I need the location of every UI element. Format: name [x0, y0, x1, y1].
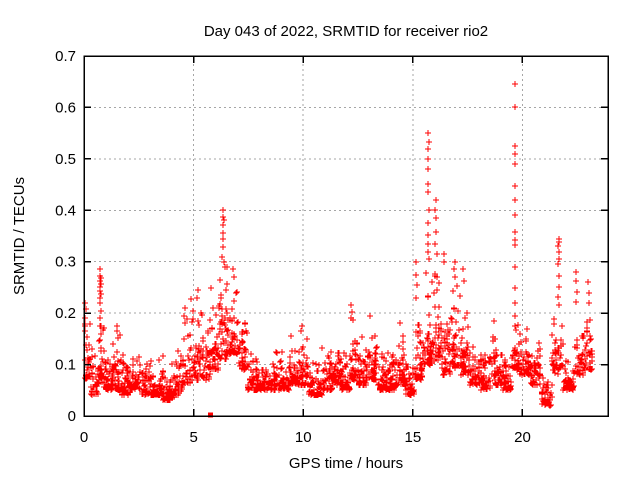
y-tick-label: 0.1 — [55, 357, 76, 374]
y-axis-label: SRMTID / TECUs — [11, 177, 28, 295]
y-tick-label: 0.4 — [55, 202, 76, 219]
tick-labels: 0 5 10 15 20 0 0.1 0.2 0.3 0.4 0.5 0.6 0.7 — [55, 48, 531, 446]
x-tick-label: 0 — [80, 429, 88, 446]
plot-border — [83, 55, 609, 417]
y-tick-label: 0.5 — [55, 151, 76, 168]
y-tick-label: 0 — [68, 408, 76, 425]
x-axis-label: GPS time / hours — [289, 455, 403, 472]
chart-title: Day 043 of 2022, SRMTID for receiver rio… — [204, 23, 488, 40]
x-tick-label: 15 — [405, 429, 422, 446]
outlier-square-marker — [208, 412, 214, 418]
x-tick-label: 5 — [189, 429, 197, 446]
y-tick-label: 0.2 — [55, 305, 76, 322]
x-tick-label: 10 — [295, 429, 312, 446]
axes-border — [83, 55, 609, 417]
y-tick-label: 0.7 — [55, 48, 76, 65]
y-tick-label: 0.3 — [55, 254, 76, 271]
scatter-markers — [82, 81, 595, 409]
y-tick-label: 0.6 — [55, 99, 76, 116]
data-points — [82, 81, 595, 418]
x-tick-label: 20 — [514, 429, 531, 446]
